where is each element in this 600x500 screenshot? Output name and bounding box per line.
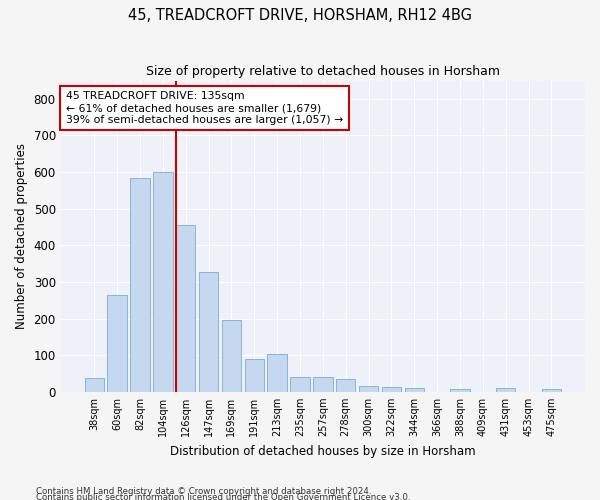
Bar: [199, 272, 218, 392]
Text: 45, TREADCROFT DRIVE, HORSHAM, RH12 4BG: 45, TREADCROFT DRIVE, HORSHAM, RH12 4BG: [128, 8, 472, 22]
Bar: [221, 320, 241, 392]
Bar: [404, 388, 424, 392]
Text: Contains public sector information licensed under the Open Government Licence v3: Contains public sector information licen…: [36, 492, 410, 500]
Bar: [176, 225, 196, 392]
Bar: [359, 386, 378, 392]
Y-axis label: Number of detached properties: Number of detached properties: [15, 143, 28, 329]
Text: 45 TREADCROFT DRIVE: 135sqm
← 61% of detached houses are smaller (1,679)
39% of : 45 TREADCROFT DRIVE: 135sqm ← 61% of det…: [66, 92, 343, 124]
X-axis label: Distribution of detached houses by size in Horsham: Distribution of detached houses by size …: [170, 444, 476, 458]
Bar: [268, 354, 287, 392]
Bar: [336, 379, 355, 392]
Bar: [542, 389, 561, 392]
Bar: [130, 178, 149, 392]
Text: Contains HM Land Registry data © Crown copyright and database right 2024.: Contains HM Land Registry data © Crown c…: [36, 487, 371, 496]
Bar: [85, 378, 104, 392]
Title: Size of property relative to detached houses in Horsham: Size of property relative to detached ho…: [146, 65, 500, 78]
Bar: [290, 377, 310, 392]
Bar: [450, 389, 470, 392]
Bar: [496, 388, 515, 392]
Bar: [153, 172, 173, 392]
Bar: [382, 386, 401, 392]
Bar: [245, 359, 264, 392]
Bar: [313, 377, 332, 392]
Bar: [107, 295, 127, 392]
